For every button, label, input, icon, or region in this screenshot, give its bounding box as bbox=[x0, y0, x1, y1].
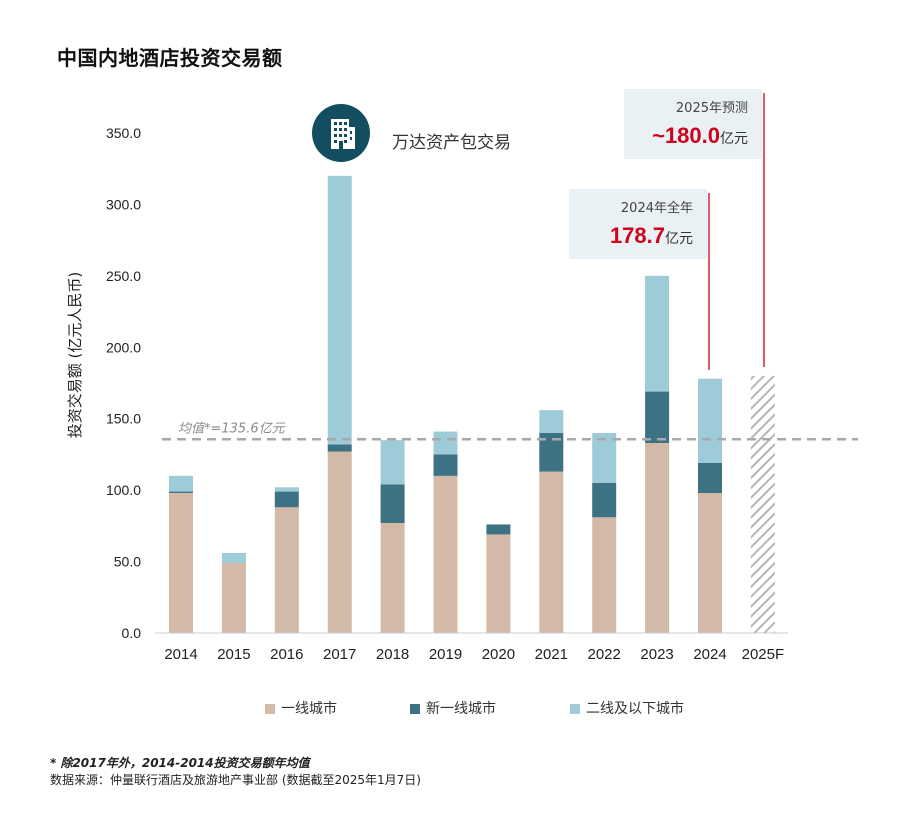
x-tick-label: 2024 bbox=[693, 646, 726, 663]
y-tick-label: 250.0 bbox=[106, 268, 141, 284]
bar-new-tier1-2018 bbox=[380, 484, 405, 523]
y-tick-label: 0.0 bbox=[122, 625, 142, 641]
bar-tier2-2015 bbox=[221, 553, 246, 563]
legend-item-tier2: 二线及以下城市 bbox=[570, 698, 684, 718]
callout-2025: 2025年预测 ~180.0亿元 bbox=[624, 89, 762, 159]
bar-tier1-2018 bbox=[380, 523, 405, 633]
bar-tier1-2016 bbox=[274, 507, 299, 633]
legend-swatch-new-tier1 bbox=[410, 704, 420, 714]
office-building-icon bbox=[312, 104, 370, 162]
callout-2025-label: 2025年预测 bbox=[675, 101, 748, 116]
bar-tier1-2021 bbox=[539, 471, 564, 633]
bar-new-tier1-2023 bbox=[645, 391, 670, 443]
legend-swatch-tier2 bbox=[570, 704, 580, 714]
x-tick-label: 2018 bbox=[376, 646, 409, 663]
x-tick-label: 2015 bbox=[217, 646, 250, 663]
bar-new-tier1-2016 bbox=[274, 491, 299, 508]
bar-forecast-2025F bbox=[750, 375, 775, 633]
bar-tier1-2015 bbox=[221, 563, 246, 633]
source-note: 数据来源：仲量联行酒店及旅游地产事业部 (数据截至2025年1月7日) bbox=[50, 773, 421, 787]
bar-tier2-2018 bbox=[380, 440, 405, 485]
legend-label-tier1: 一线城市 bbox=[281, 701, 337, 717]
x-tick-label: 2020 bbox=[482, 646, 515, 663]
bar-tier2-2024 bbox=[698, 378, 722, 463]
legend-label-new-tier1: 新一线城市 bbox=[426, 701, 496, 717]
y-tick-label: 100.0 bbox=[106, 482, 141, 498]
bar-tier1-2019 bbox=[433, 475, 458, 633]
bar-new-tier1-2019 bbox=[433, 454, 458, 476]
page-title: 中国内地酒店投资交易额 bbox=[57, 46, 283, 70]
x-tick-label: 2017 bbox=[323, 646, 356, 663]
y-tick-label: 200.0 bbox=[106, 339, 141, 355]
x-tick-label: 2019 bbox=[429, 646, 462, 663]
bar-tier2-2017 bbox=[327, 175, 352, 445]
callout-2025-value: ~180.0 bbox=[652, 123, 720, 148]
y-tick-label: 350.0 bbox=[106, 125, 141, 141]
bar-tier1-2023 bbox=[645, 443, 670, 633]
bar-tier1-2022 bbox=[592, 517, 617, 633]
legend-item-new-tier1: 新一线城市 bbox=[410, 698, 496, 718]
x-tick-label: 2014 bbox=[164, 646, 197, 663]
bar-tier2-2019 bbox=[433, 431, 458, 455]
bar-tier2-2021 bbox=[539, 410, 564, 433]
bar-tier1-2020 bbox=[486, 534, 511, 633]
callout-2024: 2024年全年 178.7亿元 bbox=[569, 189, 707, 259]
bar-new-tier1-2014 bbox=[169, 491, 193, 493]
y-tick-label: 150.0 bbox=[106, 411, 141, 427]
x-tick-label: 2025F bbox=[742, 646, 785, 663]
bar-tier1-2017 bbox=[327, 451, 352, 633]
y-axis-title: 投资交易额 (亿元人民币) bbox=[66, 272, 84, 438]
footnote: * 除2017年外，2014-2014投资交易额年均值 bbox=[50, 756, 310, 770]
callout-2024-value: 178.7 bbox=[609, 223, 665, 248]
y-tick-label: 50.0 bbox=[114, 554, 141, 570]
bar-tier1-2014 bbox=[169, 493, 193, 633]
legend-swatch-tier1 bbox=[265, 704, 275, 714]
bar-new-tier1-2024 bbox=[698, 463, 722, 493]
legend-label-tier2: 二线及以下城市 bbox=[586, 701, 684, 717]
annotation-2017-text: 万达资产包交易 bbox=[392, 133, 511, 153]
callout-2025-unit: 亿元 bbox=[720, 131, 748, 147]
bar-tier1-2024 bbox=[698, 493, 722, 633]
legend-item-tier1: 一线城市 bbox=[265, 698, 337, 718]
bar-new-tier1-2022 bbox=[592, 483, 617, 518]
average-label: 均值*=135.6亿元 bbox=[178, 421, 286, 436]
callout-2024-label: 2024年全年 bbox=[620, 201, 693, 216]
x-tick-label: 2016 bbox=[270, 646, 303, 663]
bar-new-tier1-2020 bbox=[486, 524, 511, 535]
x-tick-label: 2022 bbox=[588, 646, 621, 663]
callout-2024-unit: 亿元 bbox=[665, 231, 693, 247]
bar-tier2-2016 bbox=[274, 487, 299, 492]
x-tick-label: 2023 bbox=[640, 646, 673, 663]
y-tick-label: 300.0 bbox=[106, 196, 141, 212]
bar-new-tier1-2017 bbox=[327, 444, 352, 452]
x-tick-label: 2021 bbox=[535, 646, 568, 663]
bar-tier2-2023 bbox=[645, 275, 670, 392]
bar-tier2-2014 bbox=[169, 475, 193, 492]
bar-tier2-2022 bbox=[592, 433, 617, 483]
